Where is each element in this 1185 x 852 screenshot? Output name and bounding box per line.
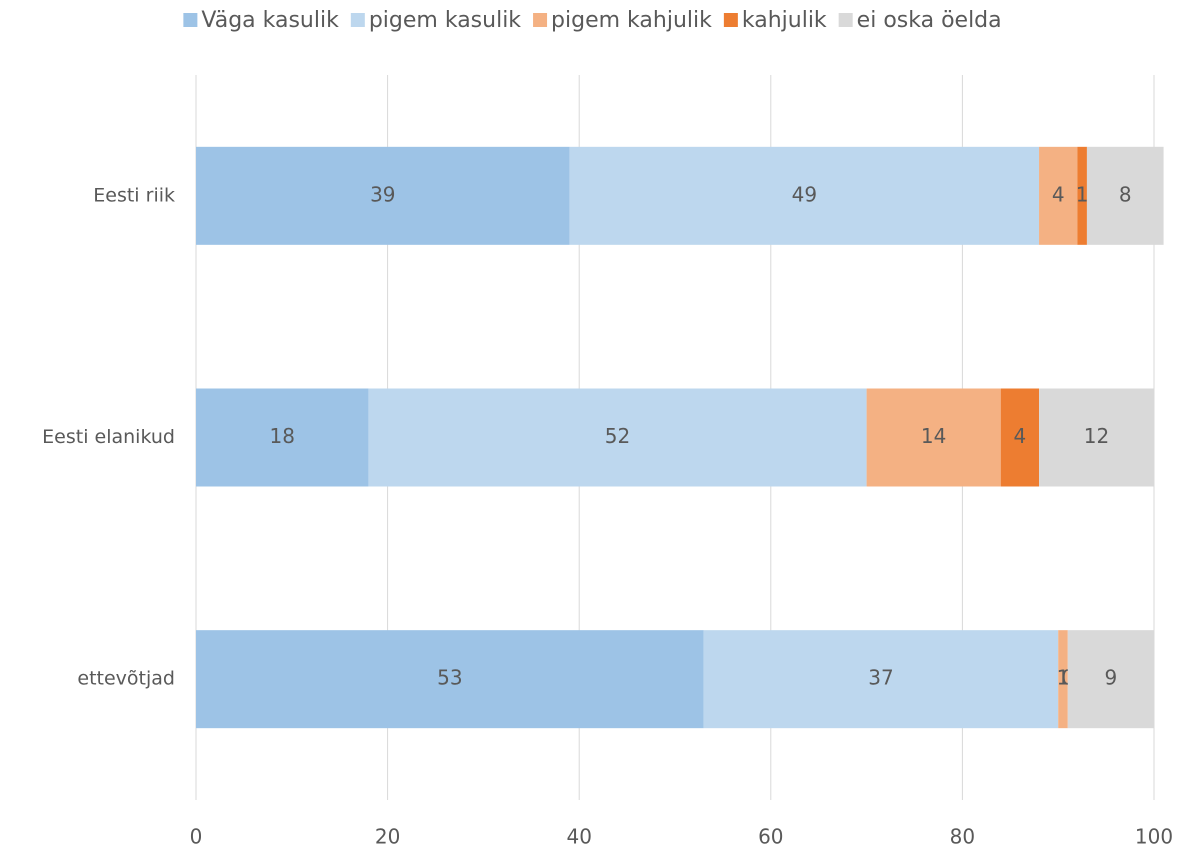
- x-tick-label: 100: [1135, 825, 1173, 849]
- x-tick-label: 40: [566, 825, 591, 849]
- bar-segment: [1058, 630, 1068, 729]
- legend-label: pigem kasulik: [369, 8, 521, 33]
- data-label: 8: [1119, 182, 1132, 206]
- x-tick-label: 0: [190, 825, 203, 849]
- bar-segment: [196, 146, 570, 245]
- legend-swatch: [533, 13, 548, 27]
- data-label: 4: [1052, 182, 1065, 206]
- x-tick-label: 20: [375, 825, 400, 849]
- bar-segment: [1067, 630, 1154, 729]
- legend-label: pigem kahjulik: [551, 8, 712, 33]
- bar-segment: [1039, 146, 1078, 245]
- data-label: 4: [1014, 424, 1027, 448]
- legend-label: kahjulik: [742, 8, 827, 33]
- legend-swatch: [838, 13, 853, 27]
- data-label: 39: [370, 182, 395, 206]
- category-label: ettevõtjad: [77, 668, 175, 690]
- legend-label: ei oska öelda: [857, 8, 1002, 33]
- data-label: 18: [269, 424, 294, 448]
- bar-segment: [196, 630, 704, 729]
- bar-segment: [1077, 146, 1087, 245]
- bar-segment: [569, 146, 1040, 245]
- category-label: Eesti elanikud: [42, 426, 175, 448]
- data-label: 9: [1105, 666, 1118, 690]
- legend-swatch: [723, 13, 738, 27]
- data-label: 53: [437, 666, 462, 690]
- bar-segment: [703, 630, 1059, 729]
- bar-segment: [368, 388, 867, 487]
- legend-swatch: [183, 13, 198, 27]
- category-label: Eesti riik: [93, 184, 175, 206]
- bar-segment: [1039, 388, 1154, 487]
- data-label: 1: [1076, 182, 1089, 206]
- data-label: 1: [1057, 666, 1070, 690]
- bar-segment: [1086, 146, 1164, 245]
- data-label: 14: [921, 424, 946, 448]
- data-label: 52: [605, 424, 630, 448]
- data-label: 37: [868, 666, 893, 690]
- legend: Väga kasulik pigem kasulik pigem kahjulik k…: [183, 8, 1002, 33]
- legend-label: Väga kasulik: [201, 8, 339, 33]
- data-label: 12: [1084, 424, 1109, 448]
- bar-segment: [1000, 388, 1040, 487]
- data-label: 49: [792, 182, 817, 206]
- bar-segment: [866, 388, 1001, 487]
- x-tick-label: 80: [950, 825, 975, 849]
- bar-segment: [196, 388, 369, 487]
- legend-swatch: [350, 13, 365, 27]
- x-tick-label: 60: [758, 825, 783, 849]
